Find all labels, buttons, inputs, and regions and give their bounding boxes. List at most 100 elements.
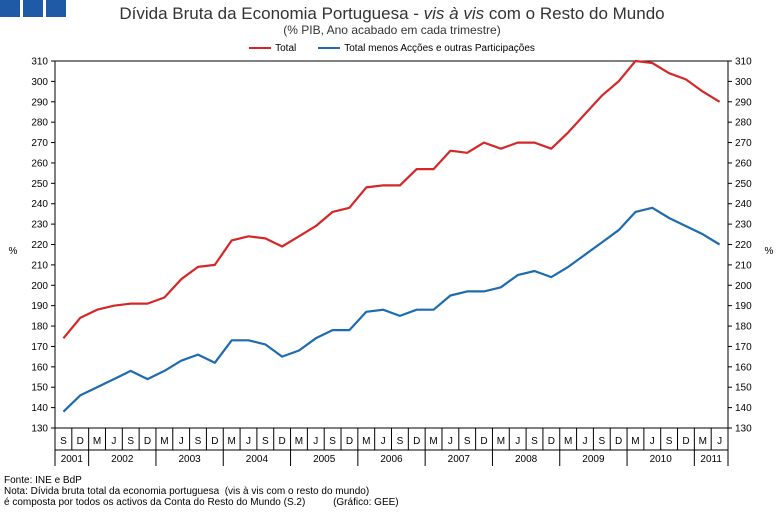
y-tick-label-left: 270: [31, 138, 48, 149]
y-tick-label-left: 180: [31, 322, 48, 333]
x-tick-label-year: 2007: [448, 454, 471, 465]
x-tick-label-quarter: J: [515, 436, 520, 447]
y-tick-label-right: 220: [735, 240, 752, 251]
y-tick-label-left: 130: [31, 424, 48, 435]
x-tick-label-year: 2011: [700, 454, 722, 465]
x-tick-label-quarter: M: [631, 436, 639, 447]
y-tick-label-right: 160: [735, 362, 752, 373]
x-tick-label-quarter: S: [60, 436, 67, 447]
x-tick-label-quarter: S: [195, 436, 202, 447]
y-tick-label-left: 280: [31, 118, 48, 129]
y-tick-label-right: 150: [735, 383, 752, 394]
x-tick-label-quarter: J: [717, 436, 722, 447]
y-tick-label-left: 150: [31, 383, 48, 394]
y-tick-label-right: 130: [735, 424, 752, 435]
y-tick-label-right: 190: [735, 301, 752, 312]
y-tick-label-right: 200: [735, 281, 752, 292]
y-axis-label-left: %: [9, 246, 18, 257]
x-tick-label-quarter: D: [144, 436, 151, 447]
x-tick-label-quarter: D: [413, 436, 420, 447]
x-tick-label-quarter: J: [246, 436, 251, 447]
x-tick-label-quarter: S: [598, 436, 605, 447]
y-tick-label-right: 210: [735, 260, 752, 271]
x-tick-label-year: 2002: [111, 454, 134, 465]
logo: [0, 0, 66, 17]
x-tick-label-quarter: S: [666, 436, 673, 447]
x-tick-label-quarter: S: [397, 436, 404, 447]
legend-label-excl: Total menos Acções e outras Participaçõe…: [344, 42, 535, 54]
x-tick-label-quarter: D: [480, 436, 487, 447]
x-tick-label-year: 2006: [380, 454, 403, 465]
y-tick-label-right: 290: [735, 97, 752, 108]
y-tick-label-left: 220: [31, 240, 48, 251]
logo-block: [0, 0, 20, 17]
note-line-1: Nota: Dívida bruta total da economia por…: [4, 486, 370, 497]
y-tick-label-left: 260: [31, 158, 48, 169]
x-tick-label-quarter: M: [362, 436, 370, 447]
y-tick-label-left: 140: [31, 403, 48, 414]
x-tick-label-quarter: J: [381, 436, 386, 447]
x-tick-label-quarter: D: [682, 436, 689, 447]
y-tick-label-right: 280: [735, 118, 752, 129]
y-tick-label-right: 170: [735, 342, 752, 353]
source-note: Fonte: INE e BdP: [4, 475, 82, 486]
plot-frame: [54, 60, 729, 429]
x-tick-label-year: 2001: [61, 454, 84, 465]
logo-block: [46, 0, 66, 17]
x-tick-label-quarter: M: [699, 436, 707, 447]
y-tick-label-left: 190: [31, 301, 48, 312]
x-tick-label-quarter: J: [313, 436, 318, 447]
logo-block: [23, 0, 43, 17]
y-axis-label-right: %: [765, 246, 774, 257]
series-line-total: [62, 59, 721, 339]
x-tick-label-quarter: D: [77, 436, 84, 447]
x-tick-label-year: 2004: [246, 454, 269, 465]
x-tick-label-quarter: D: [279, 436, 286, 447]
y-tick-label-left: 210: [31, 260, 48, 271]
y-tick-label-left: 160: [31, 362, 48, 373]
legend-swatch-excl: [318, 47, 341, 49]
y-tick-label-left: 240: [31, 199, 48, 210]
x-tick-label-quarter: S: [329, 436, 336, 447]
chart-title: Dívida Bruta da Economia Portuguesa - vi…: [119, 4, 665, 23]
x-tick-label-quarter: J: [448, 436, 453, 447]
x-tick-label-quarter: M: [429, 436, 437, 447]
legend-label-total: Total: [275, 42, 297, 54]
x-tick-label-quarter: S: [262, 436, 269, 447]
y-tick-label-left: 200: [31, 281, 48, 292]
x-tick-label-quarter: M: [160, 436, 168, 447]
x-tick-label-quarter: S: [531, 436, 538, 447]
x-tick-label-quarter: D: [548, 436, 555, 447]
x-tick-label-year: 2009: [582, 454, 605, 465]
y-tick-label-left: 230: [31, 220, 48, 231]
x-tick-label-quarter: M: [497, 436, 505, 447]
y-tick-label-right: 260: [735, 158, 752, 169]
x-tick-label-quarter: S: [127, 436, 134, 447]
x-tick-label-quarter: D: [615, 436, 622, 447]
y-tick-label-left: 170: [31, 342, 48, 353]
x-tick-label-quarter: D: [346, 436, 353, 447]
y-tick-label-right: 300: [735, 77, 752, 88]
x-tick-label-quarter: J: [582, 436, 587, 447]
note-line-2: é composta por todos os activos da Conta…: [4, 497, 399, 508]
x-tick-label-quarter: M: [93, 436, 101, 447]
x-tick-label-year: 2005: [313, 454, 336, 465]
y-tick-label-left: 310: [31, 57, 48, 68]
y-tick-label-right: 270: [735, 138, 752, 149]
x-tick-label-year: 2003: [178, 454, 201, 465]
footnotes: Fonte: INE e BdP Nota: Dívida bruta tota…: [4, 475, 399, 508]
x-tick-label-quarter: M: [564, 436, 572, 447]
legend: Total Total menos Acções e outras Partic…: [0, 41, 784, 55]
legend-swatch-total: [249, 47, 272, 49]
y-tick-label-left: 290: [31, 97, 48, 108]
chart-subtitle: (% PIB, Ano acabado em cada trimestre): [283, 23, 501, 37]
x-tick-label-quarter: D: [211, 436, 218, 447]
y-tick-label-right: 230: [735, 220, 752, 231]
y-tick-label-right: 240: [735, 199, 752, 210]
y-tick-label-right: 310: [735, 57, 752, 68]
x-tick-label-quarter: M: [295, 436, 303, 447]
x-tick-label-year: 2010: [650, 454, 673, 465]
y-tick-label-right: 180: [735, 322, 752, 333]
series-line-excl: [62, 206, 721, 413]
legend-item-excl: Total menos Acções e outras Participaçõe…: [318, 43, 535, 54]
